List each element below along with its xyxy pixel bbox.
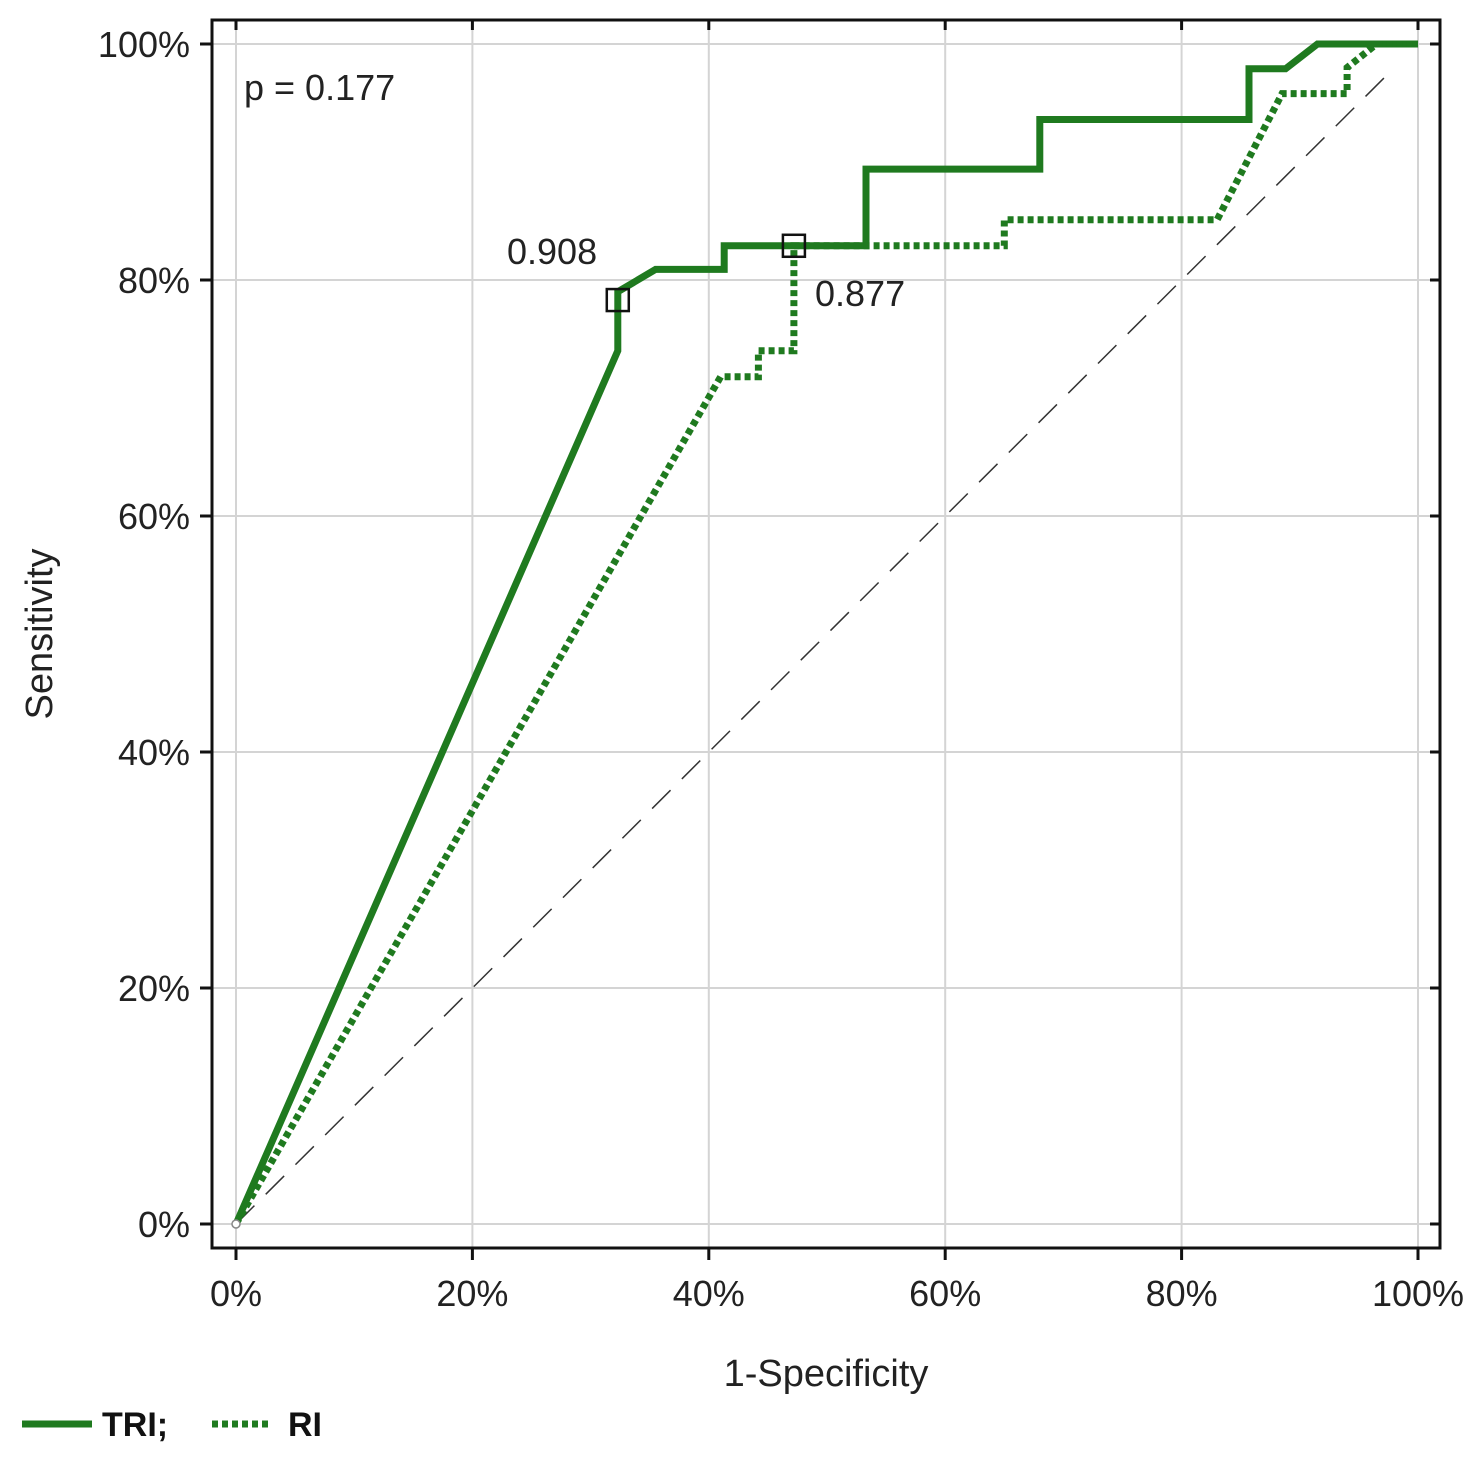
- axis-ticks: 0% 20% 40% 60% 80% 100% 0% 20% 40% 60% 80% 100%: [98, 20, 1464, 1314]
- x-tick-label: 20%: [436, 1273, 508, 1314]
- tri-cutoff-label: 0.908: [507, 231, 597, 272]
- y-tick-label: 40%: [118, 732, 190, 773]
- series-line-ri: [232, 40, 1418, 1226]
- cutoff-markers: [231, 233, 807, 1229]
- x-tick-label: 40%: [673, 1273, 745, 1314]
- legend: TRI; RI: [22, 1406, 322, 1444]
- roc-series-group: [232, 40, 1418, 1226]
- reference-diagonal: [235, 67, 1395, 1225]
- x-tick-label: 100%: [1372, 1273, 1464, 1314]
- origin-marker: [231, 1219, 241, 1229]
- x-axis-title: 1-Specificity: [724, 1353, 929, 1395]
- gridlines: [212, 20, 1440, 1248]
- ri-cutoff-label: 0.877: [815, 273, 905, 314]
- y-tick-label: 100%: [98, 24, 190, 65]
- series-line-tri: [232, 40, 1418, 1226]
- x-tick-label: 60%: [909, 1273, 981, 1314]
- p-value-annotation: p = 0.177: [244, 67, 395, 108]
- plot-frame: [210, 18, 1442, 1250]
- cutoff-marker-tri: [605, 287, 631, 313]
- y-axis-title: Sensitivity: [19, 548, 61, 719]
- legend-tri-label: TRI;: [102, 1406, 168, 1444]
- y-tick-label: 60%: [118, 496, 190, 537]
- y-tick-label: 80%: [118, 260, 190, 301]
- cutoff-marker-ri: [781, 233, 807, 259]
- legend-ri-label: RI: [288, 1406, 322, 1444]
- series-line-reference: [235, 67, 1395, 1225]
- y-tick-label: 20%: [118, 968, 190, 1009]
- y-tick-label: 0%: [138, 1204, 190, 1245]
- x-tick-label: 0%: [210, 1273, 262, 1314]
- x-tick-label: 80%: [1146, 1273, 1218, 1314]
